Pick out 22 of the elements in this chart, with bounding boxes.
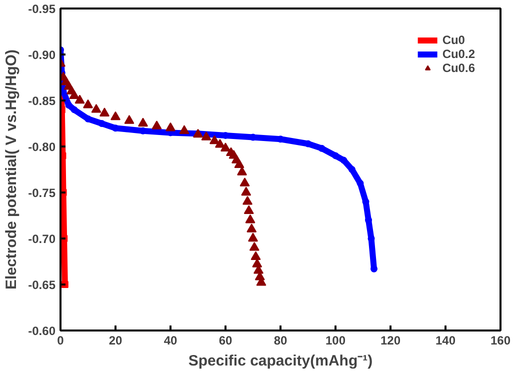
y-tick-label: -0.75 [28,186,56,200]
y-axis-title: Electrode potential( V vs.Hg/HgO) [3,49,20,290]
x-tick-label: 20 [108,334,122,348]
y-tick-label: -0.65 [28,278,56,292]
legend-label: Cu0 [442,33,465,47]
x-tick-label: 160 [490,334,511,348]
x-axis-title: Specific capacity(mAhg⁻¹) [188,352,373,370]
y-tick-label: -0.95 [28,2,56,16]
y-tick-label: -0.85 [28,94,56,108]
x-tick-label: 100 [325,334,346,348]
x-tick-label: 140 [435,334,456,348]
x-tick-label: 80 [274,334,288,348]
legend-label: Cu0.6 [442,61,475,75]
y-tick-label: -0.60 [28,324,56,338]
x-tick-label: 40 [164,334,178,348]
legend-label: Cu0.2 [442,47,475,61]
x-tick-label: 0 [57,334,64,348]
y-tick-label: -0.80 [28,140,56,154]
y-tick-label: -0.70 [28,232,56,246]
x-tick-label: 60 [218,334,232,348]
x-tick-label: 120 [380,334,401,348]
y-tick-label: -0.90 [28,48,56,62]
